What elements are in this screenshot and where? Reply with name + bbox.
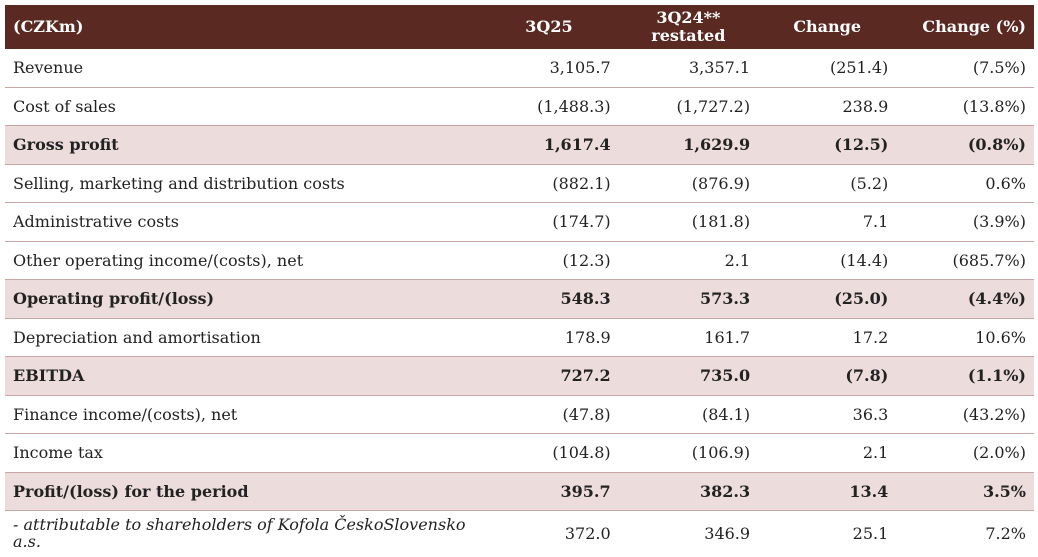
value-cell: 3.5% — [896, 472, 1034, 511]
value-cell: (882.1) — [479, 164, 619, 203]
value-cell: (174.7) — [479, 202, 619, 242]
table-row: Gross profit 1,617.4 1,629.9 (12.5) (0.8%) — [5, 125, 1034, 165]
value-cell: 13.4 — [758, 472, 897, 511]
table-row: Selling, marketing and distribution cost… — [5, 164, 1034, 203]
row-label: Gross profit — [5, 125, 480, 165]
table-row: Depreciation and amortisation 178.9 161.7 1… — [5, 318, 1034, 357]
header-cell: 3Q24** restated — [618, 5, 759, 49]
table-row: Income tax (104.8) (106.9) 2.1 (2.0%) — [5, 433, 1034, 473]
row-label: EBITDA — [5, 356, 480, 396]
table-row: Profit/(loss) for the period 395.7 382.3 13… — [5, 472, 1034, 511]
table-row: Administrative costs (174.7) (181.8) 7.1 (3.… — [5, 202, 1034, 242]
value-cell: 1,617.4 — [479, 125, 619, 165]
value-cell: (104.8) — [479, 433, 619, 473]
table-header: (CZKm) 3Q25 3Q24** restated Change Change (%… — [5, 5, 1034, 49]
value-cell: (0.8%) — [896, 125, 1034, 165]
value-cell: (12.3) — [479, 241, 619, 280]
table-row: Revenue 3,105.7 3,357.1 (251.4) (7.5%) — [5, 49, 1034, 88]
table-row: Cost of sales (1,488.3) (1,727.2) 238.9 (13.… — [5, 87, 1034, 126]
value-cell: 17.2 — [758, 318, 897, 357]
value-cell: (13.8%) — [896, 87, 1034, 126]
value-cell: (12.5) — [758, 125, 897, 165]
value-cell: (14.4) — [758, 241, 897, 280]
value-cell: (1,727.2) — [618, 87, 759, 126]
value-cell: 36.3 — [758, 395, 897, 434]
value-cell: 735.0 — [618, 356, 759, 396]
value-cell: (4.4%) — [896, 279, 1034, 319]
header-cell: (CZKm) — [5, 5, 480, 49]
table-row: Finance income/(costs), net (47.8) (84.1) 3… — [5, 395, 1034, 434]
value-cell: 0.6% — [896, 164, 1034, 203]
value-cell: (84.1) — [618, 395, 759, 434]
value-cell: (7.8) — [758, 356, 897, 396]
value-cell: 382.3 — [618, 472, 759, 511]
value-cell: (3.9%) — [896, 202, 1034, 242]
header-cell: Change (%) — [896, 5, 1034, 49]
value-cell: 2.1 — [758, 433, 897, 473]
value-cell: 7.1 — [758, 202, 897, 242]
value-cell: 372.0 — [564, 523, 611, 543]
value-cell: (251.4) — [758, 49, 897, 88]
table-row: Operating profit/(loss) 548.3 573.3 (25.0)(… — [5, 279, 1034, 319]
row-label: Operating profit/(loss) — [5, 279, 480, 319]
row-label: Finance income/(costs), net — [5, 395, 480, 434]
value-cell: 7.2% — [985, 523, 1026, 543]
value-cell: (106.9) — [618, 433, 759, 473]
row-label: Income tax — [5, 433, 480, 473]
value-cell: 548.3 — [479, 279, 619, 319]
row-label: Profit/(loss) for the period — [5, 472, 480, 511]
table-row: Other operating income/(costs), net (12.3… — [5, 241, 1034, 280]
value-cell: (5.2) — [758, 164, 897, 203]
financial-table: (CZKm) 3Q25 3Q24** restated Change Change (%… — [5, 5, 1034, 555]
table-row: EBITDA 727.2 735.0 (7.8) (1.1%) — [5, 356, 1034, 396]
value-cell: (2.0%) — [896, 433, 1034, 473]
value-cell: 3,357.1 — [618, 49, 759, 88]
value-cell: 727.2 — [479, 356, 619, 396]
header-row: (CZKm) 3Q25 3Q24** restated Change Change (%… — [5, 5, 1034, 49]
value-cell: (25.0) — [758, 279, 897, 319]
row-label: Selling, marketing and distribution cost… — [5, 164, 480, 203]
value-cell: 346.9 — [704, 523, 751, 543]
value-cell: 3,105.7 — [479, 49, 619, 88]
value-cell: 25.1 — [852, 523, 889, 543]
row-label: - attributable to shareholders of Kofola… — [13, 515, 466, 551]
row-label: Other operating income/(costs), net — [5, 241, 480, 280]
value-cell: (1.1%) — [896, 356, 1034, 396]
header-cell: 3Q25 — [479, 5, 619, 49]
value-cell: 10.6% — [896, 318, 1034, 357]
value-cell: 395.7 — [479, 472, 619, 511]
row-label: Depreciation and amortisation — [5, 318, 480, 357]
header-cell: Change — [758, 5, 897, 49]
row-label: Administrative costs — [5, 202, 480, 242]
value-cell: 1,629.9 — [618, 125, 759, 165]
value-cell: 178.9 — [479, 318, 619, 357]
value-cell: (876.9) — [618, 164, 759, 203]
value-cell: 2.1 — [618, 241, 759, 280]
value-cell: (1,488.3) — [479, 87, 619, 126]
value-cell: (685.7%) — [896, 241, 1034, 280]
table-body: Revenue 3,105.7 3,357.1 (251.4) (7.5%) Cost o… — [5, 49, 1034, 555]
row-label: Cost of sales — [5, 87, 480, 126]
value-cell: 161.7 — [618, 318, 759, 357]
value-cell: 238.9 — [758, 87, 897, 126]
table-row: - attributable to shareholders of Kofola… — [5, 511, 1034, 556]
value-cell: 573.3 — [618, 279, 759, 319]
value-cell: (43.2%) — [896, 395, 1034, 434]
row-label: Revenue — [5, 49, 480, 88]
value-cell: (7.5%) — [896, 49, 1034, 88]
value-cell: (181.8) — [618, 202, 759, 242]
value-cell: (47.8) — [479, 395, 619, 434]
